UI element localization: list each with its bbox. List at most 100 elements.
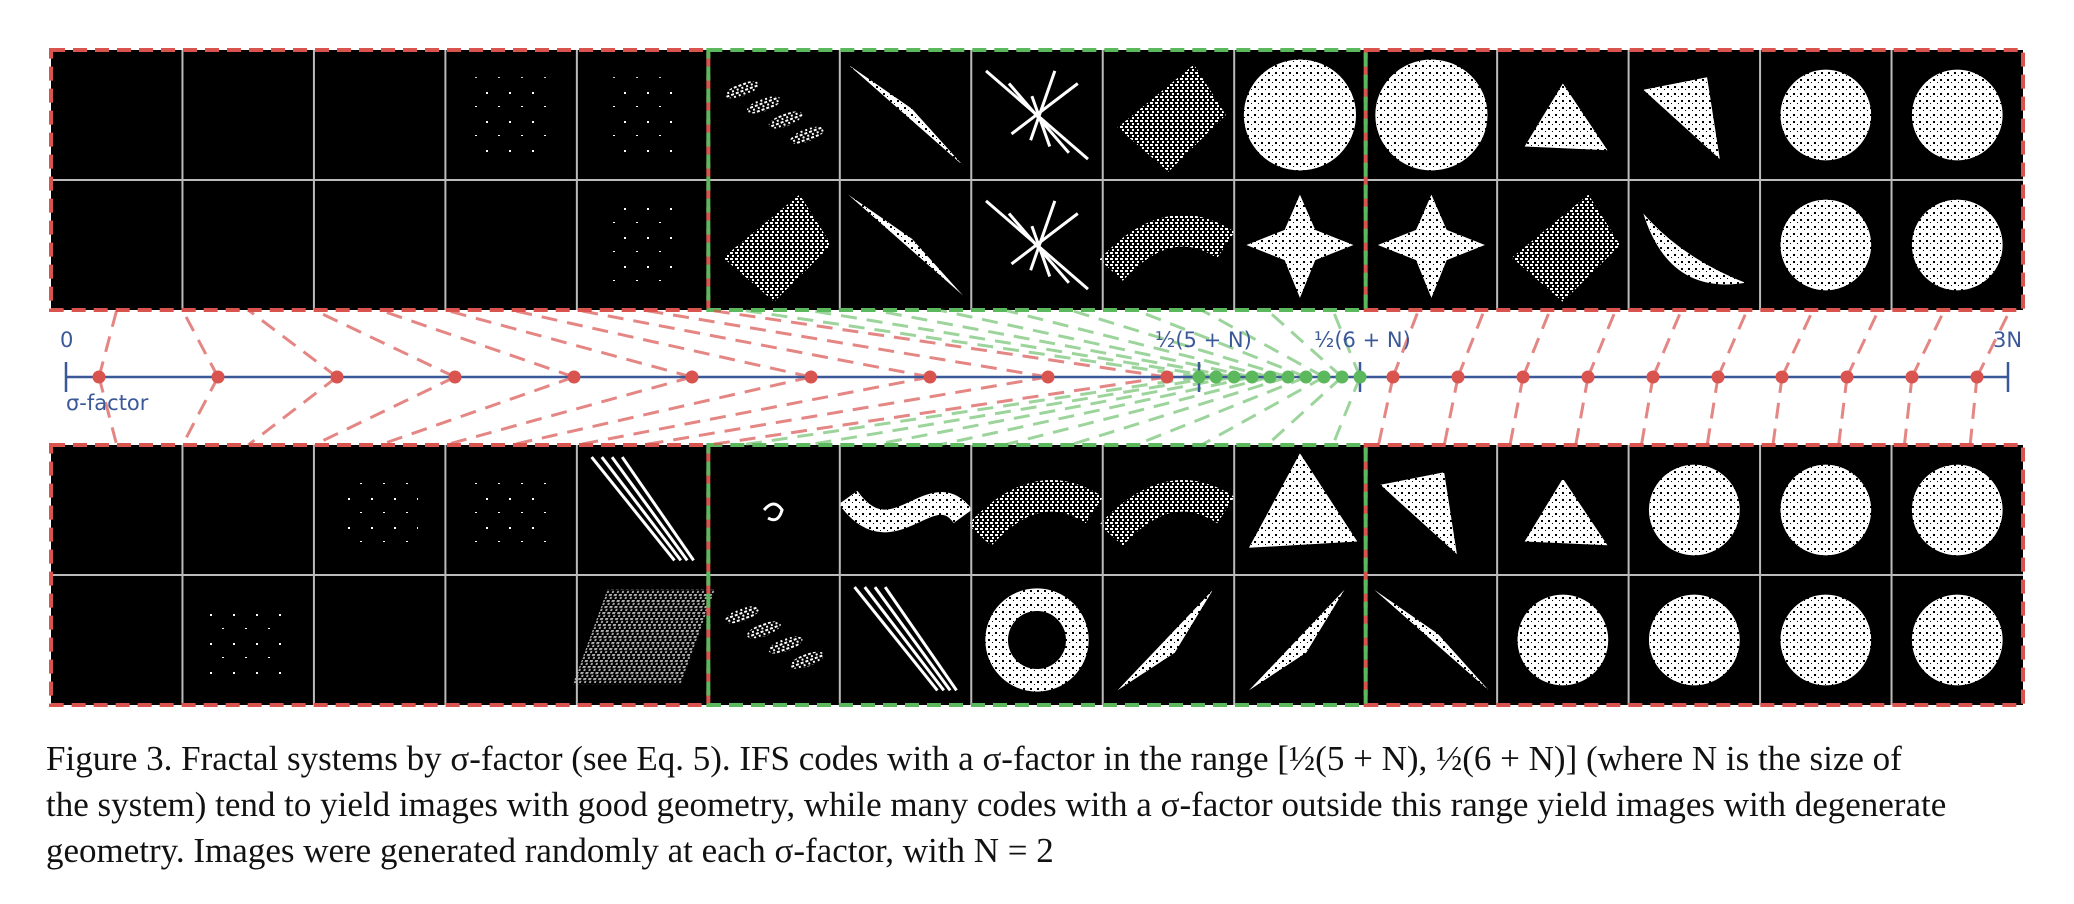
fractal-panel (604, 77, 681, 153)
fractal-branch (1099, 215, 1235, 282)
figure-caption: Figure 3. Fractal systems by σ-factor (s… (46, 736, 2028, 874)
caption-line-2: the system) tend to yield images with go… (46, 785, 1947, 824)
fractal-fan (1117, 64, 1226, 172)
fractal-streak (873, 586, 952, 692)
connector-line (576, 308, 931, 379)
connector-line (642, 308, 1049, 379)
fractal-leaf (790, 651, 825, 669)
connector-line (1586, 309, 1618, 378)
fractal-panel (1643, 213, 1746, 285)
connector-line (1574, 376, 1590, 446)
sigma-dot-good (1335, 370, 1349, 384)
fractal-crescent (1643, 213, 1746, 285)
sigma-dot-degenerate (1451, 370, 1465, 384)
sigma-dot-degenerate (211, 370, 225, 384)
fractal-panel (604, 207, 681, 283)
fractal-blob (1243, 59, 1357, 171)
fractal-branch (967, 480, 1104, 547)
fractal-panel (848, 194, 963, 296)
fractal-wedge (1643, 77, 1720, 160)
fractal-panel (1911, 594, 2003, 686)
fractal-panel (985, 69, 1089, 161)
connector-line (181, 309, 220, 378)
connector-line (1910, 309, 1946, 378)
fractal-panel (853, 586, 958, 692)
caption-line-1: Figure 3. Fractal systems by σ-factor (s… (46, 739, 1902, 778)
fractal-leaf (725, 81, 760, 99)
figure-3: 0 3N ½(5 + N) ½(6 + N) σ-factor (49, 48, 2025, 707)
fractal-disk (1780, 69, 1872, 161)
fractal-panel (472, 77, 550, 153)
sigma-dot-degenerate (1646, 370, 1660, 384)
fractal-dust (604, 207, 681, 283)
connector-line (1200, 375, 1325, 447)
sigma-dot-good (1353, 370, 1367, 384)
sigma-dot-degenerate (1581, 370, 1595, 384)
fractal-panel (1648, 594, 1740, 686)
fractal-dust (209, 602, 287, 678)
fractal-panel (1648, 464, 1740, 556)
fractal-panel (1248, 589, 1345, 691)
connector-line (1069, 308, 1289, 379)
connector-line (1845, 309, 1881, 378)
fractal-triangle (1524, 478, 1608, 546)
connector-line (379, 308, 575, 379)
bottom-panel-strip (49, 443, 2025, 707)
connector-line (1331, 376, 1362, 446)
sigma-dot-degenerate (92, 370, 106, 384)
connector-line (1521, 309, 1552, 378)
connector-line (1377, 376, 1395, 446)
fractal-star (1246, 194, 1354, 298)
connector-line (247, 308, 338, 379)
fractal-tangle (1030, 95, 1052, 148)
fractal-fan (1511, 194, 1621, 302)
fractal-streak (863, 586, 945, 692)
fractal-spike (848, 194, 963, 296)
fractal-streak (853, 586, 939, 692)
fractal-disk (1648, 594, 1740, 686)
degenerate-border-left (49, 443, 711, 707)
sigma-dot-degenerate (1516, 370, 1530, 384)
fractal-panel (1117, 64, 1226, 172)
fractal-panel (341, 472, 418, 548)
fractal-fern (1117, 589, 1214, 691)
axis-label-start: 0 (60, 328, 73, 352)
sigma-dot-degenerate (567, 370, 581, 384)
fractal-streak (620, 456, 695, 562)
fractal-disk (1911, 199, 2003, 291)
fractal-panel (1524, 83, 1608, 151)
fractal-disk (1780, 464, 1872, 556)
connector-line (313, 375, 456, 447)
axis-label-end: 3N (1993, 328, 2022, 352)
fractal-panel (848, 64, 963, 166)
connector-line (1003, 308, 1271, 379)
sigma-axis: 0 3N ½(5 + N) ½(6 + N) σ-factor (60, 328, 2022, 415)
fractal-panel (1911, 199, 2003, 291)
fractal-panel (1643, 77, 1720, 160)
fractal-dust (472, 77, 550, 153)
sigma-dot-degenerate (1160, 370, 1174, 384)
fractal-streak (610, 456, 689, 562)
fractal-panel (1099, 215, 1235, 282)
fractal-tangle (1010, 82, 1079, 136)
axis-label-upper: ½(6 + N) (1314, 328, 1411, 352)
fractal-panel (838, 490, 973, 533)
fractal-panel (1780, 69, 1872, 161)
degenerate-border-right (1363, 48, 2025, 312)
connector-line (1651, 309, 1683, 378)
fractal-wedge (1380, 472, 1457, 555)
connector-line (445, 308, 693, 379)
fractal-panel (209, 602, 287, 678)
connector-line (642, 375, 1049, 447)
connector-line (1391, 309, 1420, 378)
fractal-dust (604, 77, 681, 153)
connector-line (247, 375, 338, 447)
fractal-leaf (768, 111, 803, 129)
connector-line (576, 375, 931, 447)
top-panel-strip (49, 48, 2025, 312)
fractal-curl (762, 502, 784, 522)
fractal-dots (573, 589, 716, 685)
connector-line (379, 375, 575, 447)
connector-line (97, 376, 119, 446)
fractal-panel (725, 606, 825, 669)
